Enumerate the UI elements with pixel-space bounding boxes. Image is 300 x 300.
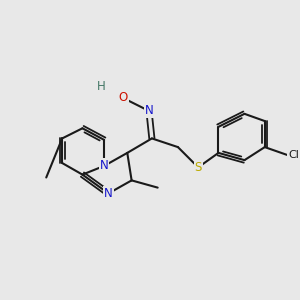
Text: O: O: [118, 92, 128, 104]
Text: N: N: [145, 104, 153, 117]
Text: Cl: Cl: [288, 150, 299, 160]
Text: N: N: [100, 159, 109, 172]
Text: N: N: [104, 187, 113, 200]
Text: H: H: [97, 80, 106, 93]
Text: S: S: [194, 161, 202, 174]
